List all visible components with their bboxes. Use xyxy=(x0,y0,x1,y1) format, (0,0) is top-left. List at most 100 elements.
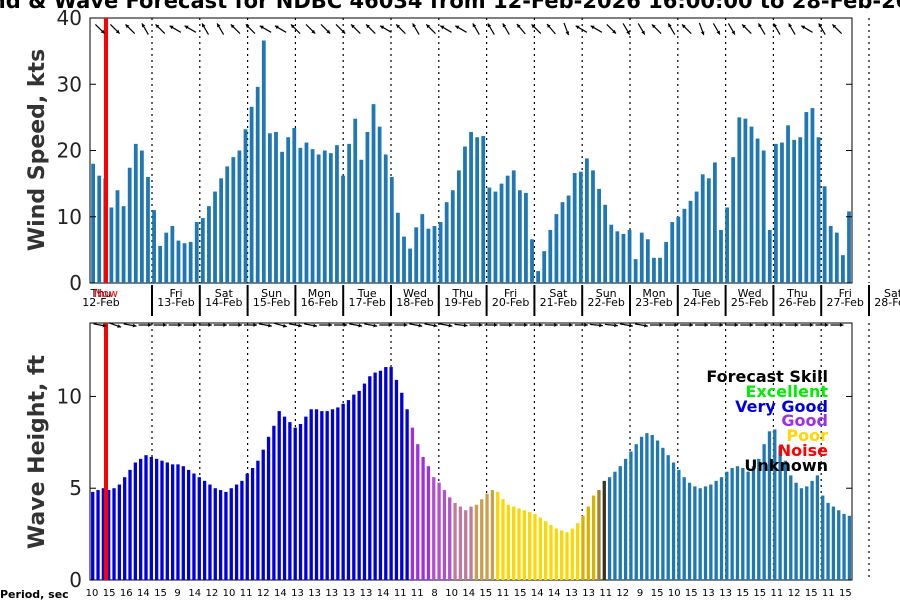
wind-bar xyxy=(158,245,163,283)
wind-y-tick-label: 30 xyxy=(57,72,82,96)
wave-bar xyxy=(218,490,223,580)
wave-direction-arrow xyxy=(183,323,197,327)
wind-bar xyxy=(194,222,199,283)
period-tick-label: 14 xyxy=(274,588,287,599)
wind-direction-arrow xyxy=(320,23,331,35)
wind-direction-arrow xyxy=(502,23,510,35)
wave-bar xyxy=(799,488,804,580)
wave-bar xyxy=(490,490,495,580)
wave-bar xyxy=(229,488,233,580)
wind-bar xyxy=(780,142,784,283)
wave-direction-arrow xyxy=(424,323,438,328)
wave-bar xyxy=(357,390,361,580)
wind-direction-arrow xyxy=(788,23,796,35)
wind-bar xyxy=(578,171,583,283)
wind-direction-arrow xyxy=(681,23,692,35)
day-of-week-label: Thu xyxy=(451,287,473,300)
wind-bar xyxy=(304,142,309,283)
wind-bar xyxy=(164,232,169,283)
wave-bar xyxy=(623,458,628,580)
legend-excellent: Excellent xyxy=(746,382,829,401)
wind-bar xyxy=(743,118,748,283)
wave-bar xyxy=(522,510,526,580)
wind-bar xyxy=(822,186,827,283)
wave-bar xyxy=(128,469,132,580)
wave-bar xyxy=(474,504,479,580)
period-tick-label: 13 xyxy=(565,588,578,599)
period-tick-label: 15 xyxy=(154,588,167,599)
wave-bar xyxy=(192,473,196,580)
wave-bar xyxy=(831,506,836,580)
wind-bar xyxy=(591,170,595,284)
wind-bar xyxy=(414,227,419,283)
wave-direction-arrow xyxy=(710,323,724,327)
wave-direction-arrow xyxy=(619,323,633,328)
wave-bar xyxy=(112,488,116,580)
day-of-week-label: Fri xyxy=(839,287,852,300)
wind-bar xyxy=(146,177,150,283)
day-of-week-label: Sat xyxy=(884,287,900,300)
wind-bar xyxy=(597,188,601,283)
wave-bar xyxy=(144,455,148,580)
wave-direction-arrow xyxy=(469,323,483,327)
wave-bar xyxy=(746,471,750,580)
wave-bar xyxy=(176,464,180,580)
legend-noise: Noise xyxy=(778,441,828,460)
wind-bar xyxy=(481,135,486,283)
wave-direction-arrow xyxy=(213,323,227,327)
wave-bar xyxy=(426,466,431,580)
legend-good: Good xyxy=(781,411,828,430)
wave-bar xyxy=(666,455,670,580)
wind-bar xyxy=(292,127,297,283)
day-of-week-label: Tue xyxy=(357,287,377,300)
period-tick-label: 15 xyxy=(479,588,492,599)
wind-direction-arrow xyxy=(412,23,420,35)
wave-bar xyxy=(416,444,420,580)
wind-direction-arrow xyxy=(274,25,287,33)
legend-poor: Poor xyxy=(786,426,828,445)
wind-bar xyxy=(505,175,510,283)
period-tick-label: 15 xyxy=(685,588,698,599)
period-tick-label: 14 xyxy=(188,588,201,599)
date-label: 26-Feb xyxy=(779,296,816,309)
day-of-week-label: Sun xyxy=(261,287,282,300)
wind-bar xyxy=(719,230,723,283)
wind-direction-arrow xyxy=(335,23,346,35)
wave-direction-arrow xyxy=(800,323,814,327)
period-tick-label: 8 xyxy=(431,588,437,599)
wave-bar xyxy=(496,491,500,580)
wind-bar xyxy=(341,175,345,283)
wave-bar xyxy=(96,490,100,580)
wind-direction-arrow xyxy=(94,23,106,35)
wind-direction-arrow xyxy=(439,25,452,33)
wave-bar xyxy=(618,466,622,580)
wave-bar xyxy=(597,490,601,580)
wind-bar xyxy=(841,255,845,284)
wave-bar xyxy=(778,445,782,580)
wave-y-axis-label: Wave Height, ft xyxy=(25,354,50,549)
wind-bar xyxy=(176,240,181,283)
wind-bar xyxy=(243,129,248,283)
wave-bar xyxy=(437,482,441,580)
wave-bar xyxy=(469,506,473,580)
wave-bar xyxy=(336,407,340,580)
day-of-week-label: Fri xyxy=(504,287,517,300)
wave-bar xyxy=(650,434,654,580)
wave-direction-arrow xyxy=(304,323,318,328)
day-of-week-label: Thu xyxy=(90,287,112,300)
date-label: 19-Feb xyxy=(444,296,481,309)
wave-direction-arrow xyxy=(740,323,754,327)
wave-bar xyxy=(432,477,436,580)
wind-direction-arrow xyxy=(425,23,436,35)
wind-direction-arrow xyxy=(230,23,241,35)
wave-bar xyxy=(368,376,372,580)
wave-direction-arrow xyxy=(168,323,182,327)
period-tick-label: 13 xyxy=(308,588,321,599)
wind-bar xyxy=(255,86,260,284)
wind-bar xyxy=(456,170,461,284)
wind-direction-arrow xyxy=(531,23,542,35)
wave-direction-arrow xyxy=(589,323,603,328)
wave-bar xyxy=(186,469,191,580)
wind-bar xyxy=(737,117,742,284)
wave-bar xyxy=(629,451,633,580)
